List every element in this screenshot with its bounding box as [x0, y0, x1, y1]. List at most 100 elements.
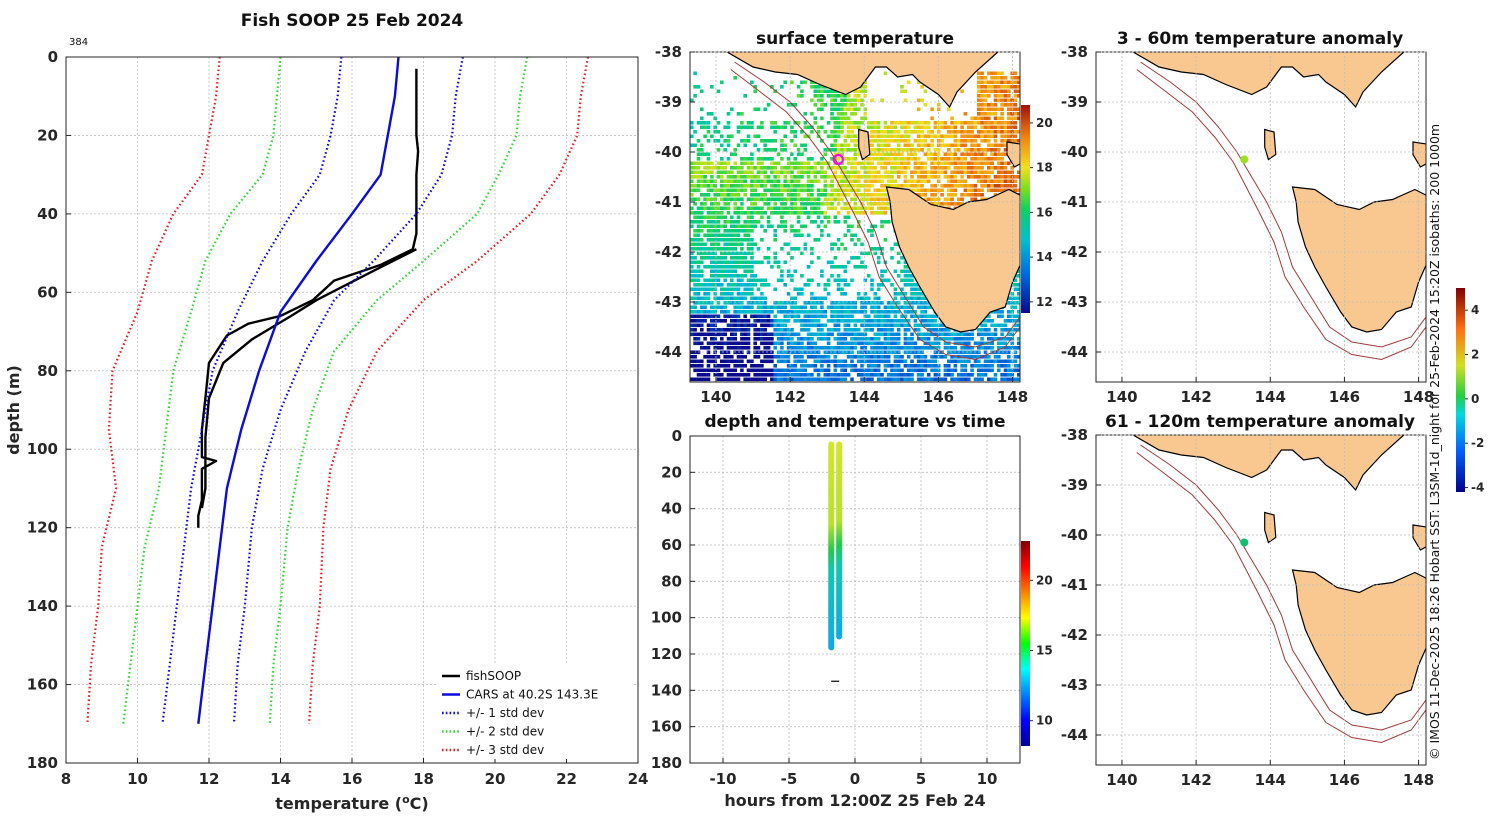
- sst-pixel: [830, 89, 834, 94]
- sst-pixel: [840, 98, 844, 103]
- sst-pixel: [766, 157, 771, 161]
- sst-pixel: [863, 314, 868, 319]
- anomaly-colorbar: [1456, 288, 1465, 492]
- sst-pixel: [700, 247, 704, 251]
- sst-pixel: [960, 89, 964, 94]
- sst-pixel: [843, 116, 848, 121]
- sst-pixel: [880, 157, 884, 161]
- sst-pixel: [950, 130, 954, 134]
- sst-pixel: [710, 355, 714, 359]
- sst-pixel: [923, 89, 928, 94]
- sst-pixel: [930, 314, 934, 319]
- sst-pixel: [713, 274, 717, 278]
- sst-pixel: [900, 346, 904, 350]
- sst-pixel: [793, 269, 797, 274]
- sst-pixel: [936, 341, 941, 346]
- sst-pixel: [760, 161, 764, 166]
- sst-pixel: [766, 215, 771, 220]
- sst-pixel: [883, 125, 888, 130]
- sst-pixel: [790, 184, 794, 188]
- sst-pixel: [920, 170, 924, 175]
- sst-pixel: [883, 175, 888, 179]
- sst-pixel: [756, 337, 761, 341]
- sst-pixel: [850, 314, 854, 319]
- sst-pixel: [853, 143, 858, 148]
- sst-pixel: [993, 310, 998, 314]
- sst-pixel: [693, 260, 697, 265]
- isobath-1000: [1136, 69, 1426, 361]
- sst-pixel: [843, 377, 848, 382]
- sst-pixel: [800, 206, 804, 211]
- sst-pixel: [796, 233, 801, 238]
- sst-pixel: [726, 188, 731, 193]
- sst-pixel: [983, 350, 988, 355]
- sst-pixel: [977, 328, 981, 332]
- sst-pixel: [936, 188, 941, 193]
- sst-pixel: [980, 130, 984, 134]
- sst-pixel: [997, 166, 1001, 170]
- map-xtick-label: 142: [774, 388, 805, 406]
- sst-pixel: [693, 197, 697, 202]
- sst-pixel: [863, 301, 868, 305]
- sst-pixel: [700, 269, 704, 274]
- sst-pixel: [720, 247, 724, 251]
- sst-pixel: [883, 314, 888, 319]
- sst-pixel: [736, 364, 741, 368]
- sst-pixel: [796, 148, 801, 152]
- sst-pixel: [760, 215, 764, 220]
- sst-pixel: [766, 224, 771, 229]
- sst-pixel: [803, 247, 808, 251]
- sst-pixel: [916, 292, 921, 296]
- sst-pixel: [886, 152, 891, 157]
- sst-pixel: [706, 157, 711, 161]
- sst-pixel: [760, 296, 764, 301]
- sst-pixel: [1017, 112, 1020, 116]
- sst-pixel: [933, 197, 938, 202]
- sst-pixel: [1003, 368, 1008, 373]
- sst-pixel: [950, 161, 954, 166]
- sst-pixel: [863, 179, 868, 184]
- sst-pixel: [693, 233, 697, 238]
- profile-ytick-label: 140: [27, 597, 58, 615]
- sst-pixel: [763, 296, 767, 301]
- sst-pixel: [920, 125, 924, 130]
- sst-pixel: [783, 206, 787, 211]
- sst-pixel: [923, 346, 928, 350]
- sst-pixel: [967, 332, 971, 337]
- flinders-island: [1412, 524, 1426, 551]
- sst-pixel: [980, 166, 984, 170]
- sst-pixel: [776, 332, 781, 337]
- sst-pixel: [896, 341, 901, 346]
- sst-pixel: [983, 364, 988, 368]
- sst-pixel: [1007, 296, 1011, 301]
- sst-pixel: [1000, 359, 1004, 364]
- sst-pixel: [696, 229, 701, 233]
- sst-pixel: [816, 206, 821, 211]
- time-xtick-label: -5: [781, 770, 798, 788]
- map-ytick-label: -39: [1061, 93, 1088, 111]
- sst-pixel: [943, 175, 948, 179]
- sst-pixel: [813, 202, 818, 206]
- sst-pixel: [863, 211, 868, 215]
- sst-pixel: [733, 202, 737, 206]
- sst-pixel: [823, 161, 828, 166]
- sst-pixel: [983, 139, 988, 143]
- sst-pixel: [1000, 377, 1004, 382]
- map-xtick-label: 144: [1255, 771, 1286, 789]
- sst-pixel: [840, 116, 844, 121]
- sst-pixel: [1007, 364, 1011, 368]
- sst-pixel: [860, 161, 864, 166]
- sst-pixel: [696, 179, 701, 184]
- sst-pixel: [870, 179, 874, 184]
- sst-pixel: [1003, 359, 1008, 364]
- sst-pixel: [853, 364, 858, 368]
- sst-pixel: [870, 202, 874, 206]
- sst-pixel: [713, 229, 717, 233]
- sst-pixel: [750, 242, 754, 247]
- sst-pixel: [756, 184, 761, 188]
- sst-pixel: [813, 175, 818, 179]
- sst-pixel: [970, 373, 974, 377]
- sst-pixel: [826, 283, 831, 287]
- sst-pixel: [977, 193, 981, 197]
- sst-pixel: [1010, 305, 1014, 310]
